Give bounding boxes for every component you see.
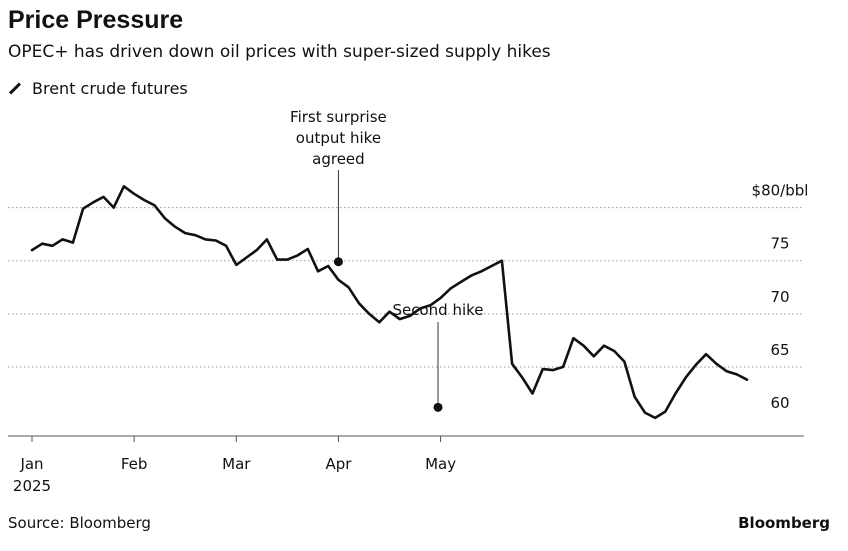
series-line-brent [30,185,749,420]
x-tick-label: May [425,455,456,473]
y-tick-label: 70 [770,288,789,306]
brand-logo-text: Bloomberg [738,514,830,532]
source-note: Source: Bloomberg [8,514,151,532]
y-tick-label: $80/bbl [752,182,809,200]
chart-subtitle: OPEC+ has driven down oil prices with su… [8,42,551,62]
x-tick-label: Jan [19,455,43,473]
annotation-marker [333,257,343,267]
legend: Brent crude futures [8,79,188,98]
x-tick-label: Apr [325,455,352,473]
annotation-marker [433,402,443,412]
chart-title: Price Pressure [8,6,184,34]
y-tick-label: 65 [770,341,789,359]
annotation-label: Second hike [393,301,484,319]
x-tick-label: Feb [121,455,148,473]
annotation-label: First surprise [290,108,387,126]
y-tick-label: 60 [770,394,789,412]
legend-label: Brent crude futures [32,79,188,98]
x-tick-label: Mar [222,455,251,473]
annotation-label: output hike [296,129,381,147]
x-year-label: 2025 [13,477,51,495]
annotation-label: agreed [312,150,365,168]
y-tick-label: 75 [770,235,789,253]
